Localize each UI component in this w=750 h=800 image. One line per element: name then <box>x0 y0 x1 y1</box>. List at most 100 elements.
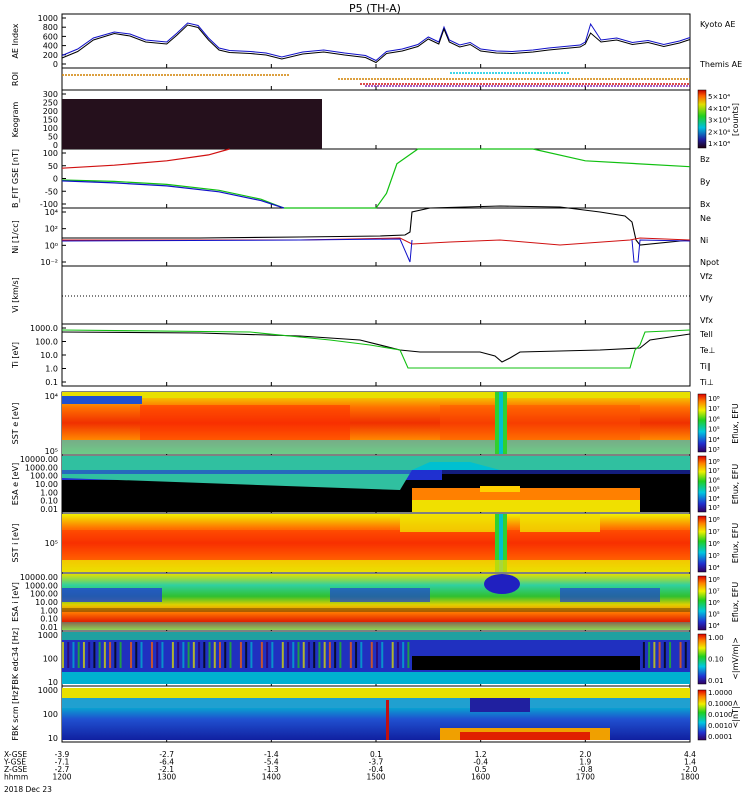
ephem-value: -1.4 <box>264 750 279 759</box>
bfit-line-bz <box>61 148 230 169</box>
fbk-stripe <box>224 642 227 668</box>
ephem-value: -1.3 <box>264 765 279 774</box>
fbk-stripe <box>276 642 279 668</box>
fbk-stripe <box>679 642 682 668</box>
fbk-stripe <box>402 642 405 668</box>
sst-i-spectrogram <box>62 514 690 572</box>
fbk-stripe <box>313 642 316 668</box>
colorbar-tick: 2×10⁴ <box>708 128 730 136</box>
sst-e-spectrogram <box>62 392 690 454</box>
fbk-stripe <box>370 642 373 668</box>
ytick-label: 300 <box>43 90 58 99</box>
fbk-stripe <box>234 642 237 668</box>
colorbar-tick: 5×10⁴ <box>708 93 730 101</box>
colorbar-tick: 10⁷ <box>708 467 720 475</box>
ephem-value: 4.4 <box>684 750 696 759</box>
ytick-label: 100.0 <box>35 338 58 347</box>
legend-te: Te⊥ <box>699 346 715 355</box>
ytick-label: 10⁴ <box>45 392 58 401</box>
ephem-value: -2.7 <box>55 765 70 774</box>
colorbar-tick: 10⁶ <box>708 599 720 607</box>
colorbar-label: <|mV/m|> <box>731 637 740 680</box>
fbk-stripe <box>213 642 216 668</box>
colorbar-tick: 10³ <box>708 446 720 454</box>
fbk-stripe <box>130 642 133 668</box>
fbk-stripe <box>344 642 347 668</box>
ae-line-kyoto-ae <box>61 22 691 62</box>
ephem-label: Z-GSE <box>4 765 28 774</box>
ephem-value: -7.1 <box>55 758 70 767</box>
ae-line-themis-ae <box>61 24 691 64</box>
ytick-label: 50 <box>48 133 58 142</box>
ytick-label: 100 <box>43 124 58 133</box>
panel-frame-bfit <box>61 148 691 209</box>
temperature-series <box>61 329 691 369</box>
legend-vfy: Vfy <box>700 294 713 303</box>
fbk-stripe <box>198 642 201 668</box>
colorbar-tick: 10⁸ <box>708 516 720 524</box>
npot-line <box>61 238 691 263</box>
fbk-stripe <box>166 642 169 668</box>
fbk-stripe <box>407 642 410 668</box>
ephem-value: 1.4 <box>684 758 696 767</box>
legend-kyotoae: Kyoto AE <box>700 20 735 29</box>
fbk-stripe <box>98 642 101 668</box>
ytick-label: 10.00 <box>35 480 58 489</box>
fbk-stripe <box>88 642 91 668</box>
fbk-stripe <box>124 642 127 668</box>
ytick-label: 1000.0 <box>30 324 58 333</box>
ytick-label: 100 <box>43 149 58 158</box>
colorbar-tick: 10⁸ <box>708 458 720 466</box>
fbk-stripe <box>266 642 269 668</box>
fbk-stripe <box>119 642 122 668</box>
ylabel-sst_i: SST i [eV] <box>11 524 20 563</box>
colorbar-tick: 10⁵ <box>708 426 720 434</box>
colorbar-tick: 3×10⁴ <box>708 117 730 125</box>
colorbar-label: Eflux, EFU <box>731 403 740 444</box>
fbk-stripe <box>287 642 290 668</box>
colorbar-tick: 10⁵ <box>708 552 720 560</box>
fbk-stripe <box>658 642 661 668</box>
fbk-stripe <box>376 642 378 668</box>
ephem-value: -0.4 <box>369 765 384 774</box>
ytick-label: 10⁴ <box>45 208 58 217</box>
colorbar-tick: 0.0001 <box>708 733 733 741</box>
fbk-stripe <box>391 642 394 668</box>
colorbar-tick: 0.10 <box>708 656 724 664</box>
ephem-value: -6.4 <box>159 758 174 767</box>
fbk-stripe <box>109 642 112 668</box>
ytick-label: 50 <box>48 162 58 171</box>
fbk-stripe <box>219 642 221 668</box>
fbk-stripe <box>307 642 310 668</box>
fbk-stripe <box>103 642 106 668</box>
fbk-stripe <box>334 642 337 668</box>
fbk-stripe <box>381 642 384 668</box>
fbk-stripe <box>318 642 321 668</box>
colorbar-tick: 10⁵ <box>708 486 720 494</box>
ytick-label: 0.01 <box>40 505 58 514</box>
colorbar-tick: 10⁵ <box>708 611 720 619</box>
fbk-stripe <box>145 642 148 668</box>
ytick-label: 10⁵ <box>45 539 58 548</box>
ytick-label: 0.1 <box>45 378 58 387</box>
ylabel-ni: Ni [1/cc] <box>11 220 20 254</box>
ephem-value: -0.8 <box>578 765 593 774</box>
colorbar-tick: 0.1000 <box>708 700 733 708</box>
ephem-value: 1700 <box>576 773 595 782</box>
colorbar-esa-e <box>697 455 707 513</box>
colorbar-tick: 10⁴ <box>708 622 720 630</box>
legend-npot: Npot <box>700 258 719 267</box>
ytick-label: 100 <box>43 710 58 719</box>
fbk-stripe <box>203 642 206 668</box>
ytick-label: 1000 <box>38 14 58 23</box>
ephem-value: -0.4 <box>473 758 488 767</box>
fbk-stripe <box>161 642 164 668</box>
panel-frame-ti <box>61 323 691 387</box>
legend-ne: Ne <box>700 214 711 223</box>
fbk-stripe <box>250 642 253 668</box>
colorbar-tick: 0.0010 <box>708 722 733 730</box>
colorbar-label: Eflux, EFU <box>731 523 740 564</box>
ytick-label: 10.0 <box>40 351 58 360</box>
